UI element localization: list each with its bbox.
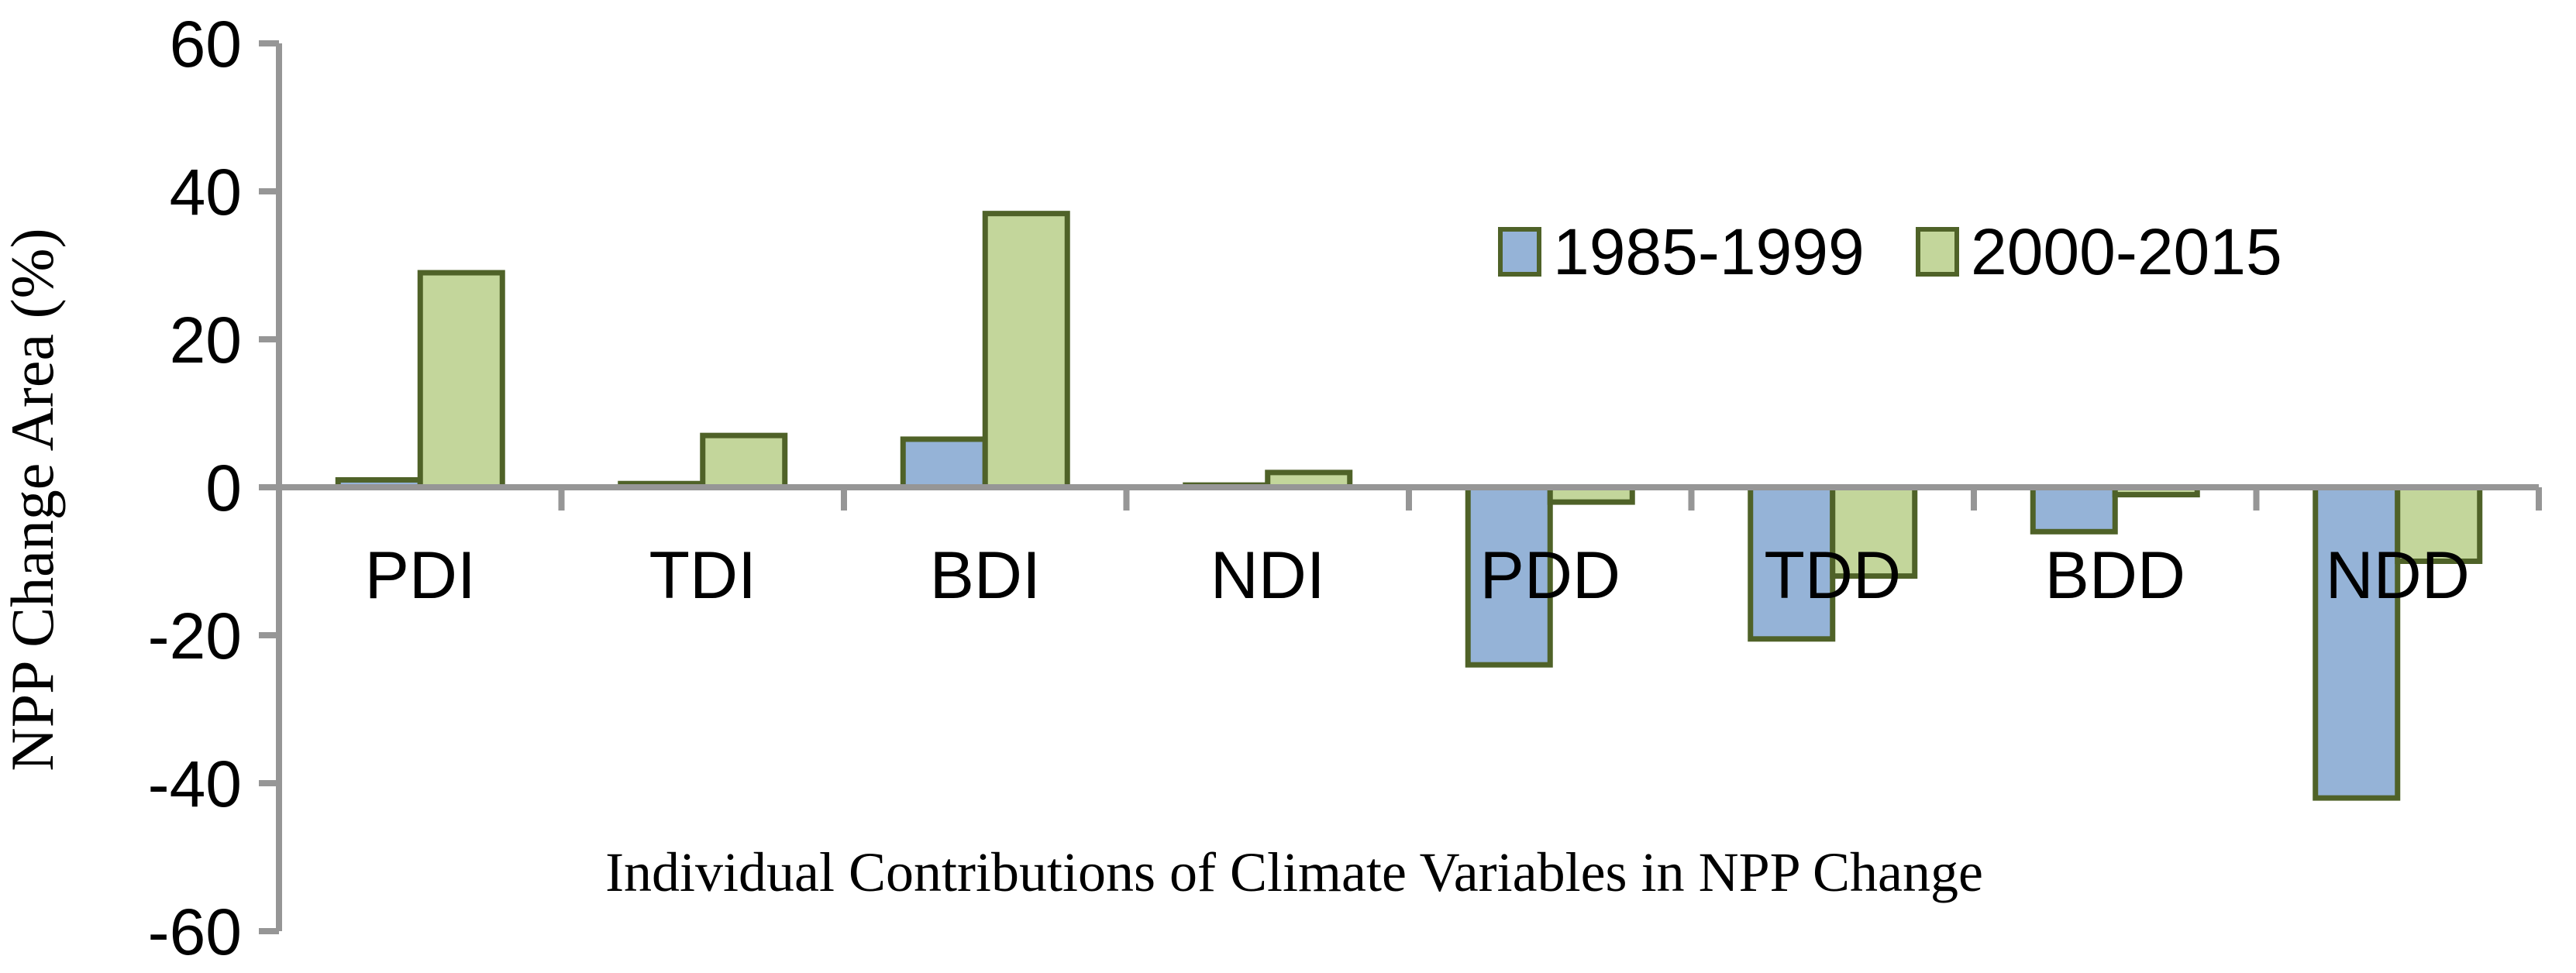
y-tick-label-60: 60 <box>170 8 242 81</box>
category-label-bdd: BDD <box>2044 538 2185 613</box>
legend: 1985-1999 2000-2015 <box>1498 215 2282 288</box>
y-tick-label-0: 0 <box>205 452 242 524</box>
category-label-tdi: TDI <box>649 538 756 613</box>
category-label-pdd: PDD <box>1479 538 1620 613</box>
bar-pdd-1985-1999 <box>1465 484 1553 668</box>
bar-ndd-1985-1999 <box>2313 484 2401 801</box>
y-axis-title: NPP Change Area (%) <box>0 228 66 771</box>
y-tick-labels-layer: 60 40 20 0 -20 -40 -60 <box>148 8 242 968</box>
y-tick-label--40: -40 <box>148 748 242 820</box>
y-tick-label-20: 20 <box>170 304 242 376</box>
y-tick-label--20: -20 <box>148 600 242 672</box>
bar-tdi-2000-2015 <box>700 432 788 490</box>
legend-swatch-1985-1999 <box>1498 227 1541 277</box>
legend-swatch-2000-2015 <box>1916 227 1959 277</box>
y-tick-label-40: 40 <box>170 156 242 229</box>
category-label-tdd: TDD <box>1764 538 1901 613</box>
category-label-ndd: NDD <box>2326 538 2470 613</box>
bar-bdi-2000-2015 <box>982 211 1070 490</box>
bar-bdi-1985-1999 <box>900 436 988 490</box>
x-axis-title: Individual Contributions of Climate Vari… <box>605 841 1983 903</box>
category-label-bdi: BDI <box>930 538 1041 613</box>
category-labels-layer: PDI TDI BDI NDI PDD TDD BDD NDD <box>365 538 2470 613</box>
axes-layer <box>259 40 2542 934</box>
bar-pdi-2000-2015 <box>417 270 505 490</box>
legend-label-1985-1999: 1985-1999 <box>1553 215 1865 288</box>
y-tick-label--60: -60 <box>148 896 242 968</box>
category-label-ndi: NDI <box>1211 538 1325 613</box>
category-label-pdi: PDI <box>365 538 476 613</box>
bars-layer <box>335 211 2483 801</box>
legend-label-2000-2015: 2000-2015 <box>1971 215 2282 288</box>
bar-bdd-1985-1999 <box>2030 484 2118 535</box>
